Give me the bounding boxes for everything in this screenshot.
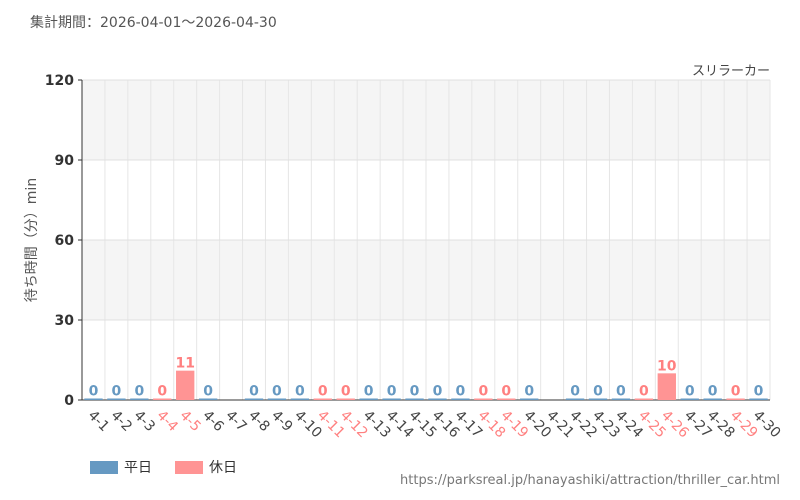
bar [611,398,631,400]
y-tick-label: 60 [55,233,75,249]
data-label: 11 [175,356,194,372]
data-label: 0 [478,384,488,400]
bar [428,398,447,400]
period-label: 集計期間：2026-04-01～2026-04-30 [30,15,277,31]
bar [588,398,608,400]
data-label: 0 [639,384,649,400]
data-label: 0 [364,384,374,400]
bar [451,398,470,400]
bar [153,398,172,400]
bar [130,398,149,400]
bar [703,398,722,400]
bar [634,398,654,400]
bar [84,398,103,400]
data-label: 0 [249,384,259,400]
y-tick-label: 120 [45,73,74,89]
data-label: 0 [341,384,351,400]
legend-swatch-weekday [90,460,118,474]
x-axis-ticks: 4-14-24-34-44-54-64-74-84-94-104-114-124… [85,408,784,442]
bar [176,370,195,400]
grid-lines [81,79,771,401]
data-label: 0 [593,384,603,400]
bar [290,398,310,400]
data-label: 0 [456,384,466,400]
data-label: 0 [410,384,420,400]
bar [474,398,493,400]
legend-item-holiday: 休日 [175,458,237,476]
x-tick-label: 4-1 [85,408,112,435]
data-label: 0 [501,384,511,400]
x-tick-label: 4-5 [176,408,203,435]
bar [565,398,585,400]
data-label: 0 [433,384,443,400]
data-label: 10 [657,358,677,374]
bar [657,373,676,400]
x-tick-label: 4-3 [131,408,158,435]
x-tick-label: 4-2 [108,408,135,435]
chart-title: スリラーカー [692,64,770,79]
legend-label-holiday: 休日 [209,460,237,476]
x-tick-label: 4-7 [222,408,249,435]
bars [84,370,768,400]
bar [359,398,378,400]
bar [405,398,424,400]
data-label: 0 [272,384,282,400]
x-tick-label: 4-9 [268,408,295,435]
data-label: 0 [685,384,695,400]
data-label: 0 [89,384,99,400]
data-label: 0 [387,384,397,400]
bar [497,398,516,400]
bar [680,398,699,400]
y-axis-ticks: 0 30 60 90 120 [45,73,82,409]
y-axis-label: 待ち時間（分）min [24,178,40,302]
bar [749,398,768,400]
legend-label-weekday: 平日 [124,460,152,476]
data-label: 0 [731,384,741,400]
data-label: 0 [134,384,144,400]
data-label: 0 [157,384,167,400]
data-label: 0 [203,384,213,400]
data-label: 0 [295,384,305,400]
bar [107,398,126,400]
bar [726,398,745,400]
x-tick-label: 4-8 [245,408,272,435]
data-label: 0 [570,384,580,400]
source-url: https://parksreal.jp/hanayashiki/attract… [400,473,780,488]
bar [267,398,287,400]
legend-swatch-holiday [175,460,203,474]
bar [520,398,539,400]
y-tick-label: 30 [55,313,75,329]
y-tick-label: 90 [55,153,75,169]
x-tick-label: 4-6 [199,408,227,436]
bar [244,398,264,400]
data-label: 0 [754,384,764,400]
bar [313,398,332,400]
bar [382,398,401,400]
data-label: 0 [616,384,626,400]
data-label: 0 [524,384,534,400]
data-label: 0 [318,384,328,400]
data-label: 0 [708,384,718,400]
x-tick-label: 4-4 [153,408,181,436]
bar [336,398,355,400]
bar [198,398,218,400]
legend-item-weekday: 平日 [90,458,152,476]
data-label: 0 [112,384,122,400]
y-tick-label: 0 [64,393,74,409]
